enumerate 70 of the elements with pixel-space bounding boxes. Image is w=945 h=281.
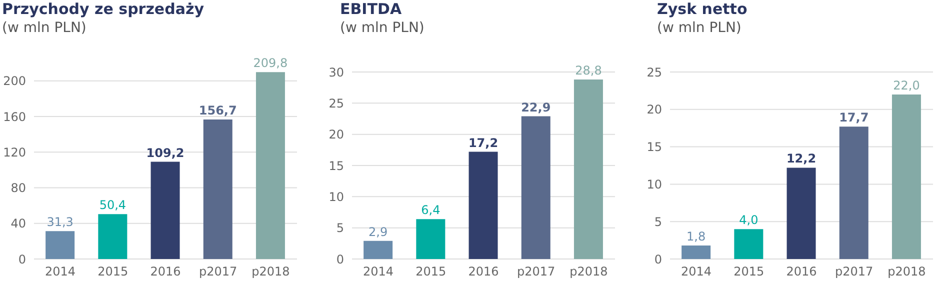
y-tick-label: 0 — [336, 252, 344, 266]
bar — [416, 219, 446, 259]
bar — [468, 152, 498, 259]
y-tick-label: 10 — [646, 177, 662, 192]
data-label: 17,2 — [468, 136, 498, 150]
chart-title: Przychody ze sprzedaży — [2, 0, 204, 18]
y-tick-label: 30 — [328, 65, 344, 80]
x-tick-label: p2017 — [199, 264, 238, 279]
bar — [682, 246, 711, 259]
x-tick-label: 2014 — [45, 264, 76, 279]
y-tick-label: 80 — [10, 181, 26, 196]
chart-subtitle: (w mln PLN) — [657, 20, 742, 36]
x-tick-label: p2017 — [835, 264, 874, 279]
y-tick-label: 5 — [336, 221, 344, 236]
y-tick-label: 20 — [328, 128, 344, 142]
y-tick-label: 200 — [3, 74, 26, 88]
x-tick-label: 2016 — [468, 264, 499, 279]
bar — [46, 231, 75, 259]
y-tick-label: 120 — [3, 145, 26, 160]
data-label: 17,7 — [839, 110, 869, 125]
x-tick-label: 2014 — [363, 264, 394, 279]
data-label: 22,9 — [521, 100, 551, 114]
chart-title: Zysk netto — [657, 0, 748, 18]
chart-title: EBITDA — [340, 0, 402, 18]
data-label: 109,2 — [146, 146, 184, 160]
x-tick-label: 2015 — [416, 264, 446, 279]
y-tick-label: 5 — [654, 214, 662, 229]
x-tick-label: p2017 — [517, 264, 556, 279]
chart-subtitle: (w mln PLN) — [2, 20, 86, 36]
y-tick-label: 0 — [654, 252, 662, 266]
data-label: 4,0 — [739, 213, 758, 228]
data-label: 156,7 — [198, 103, 237, 118]
data-label: 1,8 — [686, 230, 706, 244]
y-tick-label: 160 — [3, 110, 26, 124]
y-tick-label: 15 — [328, 158, 344, 173]
bar — [256, 72, 285, 259]
data-label: 22,0 — [893, 78, 920, 92]
bar — [203, 119, 232, 259]
data-label: 28,8 — [575, 63, 602, 78]
data-label: 2,9 — [368, 224, 388, 239]
y-tick-label: 20 — [646, 102, 662, 117]
bar — [786, 168, 816, 259]
y-tick-label: 25 — [646, 65, 662, 80]
bar — [839, 126, 868, 259]
x-tick-label: 2016 — [786, 264, 817, 279]
data-label: 12,2 — [786, 152, 816, 166]
data-label: 6,4 — [421, 203, 440, 218]
y-tick-label: 25 — [328, 96, 344, 110]
bar — [734, 229, 764, 259]
x-tick-label: 2014 — [681, 264, 712, 279]
y-tick-label: 40 — [10, 216, 26, 231]
bar — [892, 94, 921, 259]
bar — [521, 116, 550, 259]
y-tick-label: 10 — [328, 190, 344, 204]
bar — [150, 162, 180, 259]
x-tick-label: p2018 — [888, 264, 926, 279]
x-tick-label: 2016 — [150, 264, 181, 279]
x-tick-label: p2018 — [252, 264, 290, 279]
y-tick-label: 0 — [18, 252, 26, 266]
y-tick-label: 15 — [646, 140, 662, 154]
data-label: 31,3 — [46, 215, 74, 230]
chart-subtitle: (w mln PLN) — [340, 20, 424, 36]
bar — [364, 240, 393, 259]
data-label: 209,8 — [253, 56, 288, 70]
x-tick-label: 2015 — [734, 264, 764, 279]
x-tick-label: p2018 — [570, 264, 608, 279]
bar — [574, 79, 603, 259]
x-tick-label: 2015 — [98, 264, 128, 279]
data-label: 50,4 — [99, 198, 126, 212]
bar — [98, 214, 128, 259]
